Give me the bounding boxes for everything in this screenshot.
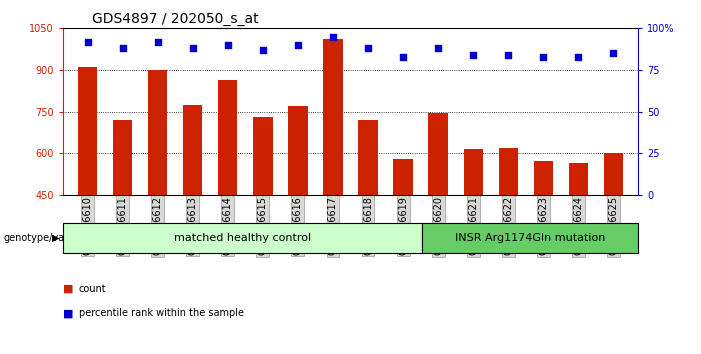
Text: GDS4897 / 202050_s_at: GDS4897 / 202050_s_at: [92, 12, 259, 26]
Bar: [113, 120, 132, 319]
Point: [327, 34, 339, 40]
Text: percentile rank within the sample: percentile rank within the sample: [79, 308, 243, 318]
Point: [397, 54, 409, 59]
Bar: [78, 67, 97, 319]
Point: [608, 51, 619, 56]
Point: [433, 45, 444, 51]
Point: [362, 45, 374, 51]
Point: [503, 52, 514, 58]
Point: [468, 52, 479, 58]
Bar: [358, 120, 378, 319]
Point: [82, 39, 93, 45]
Bar: [498, 148, 518, 319]
Point: [292, 42, 304, 48]
Bar: [569, 163, 588, 319]
Text: count: count: [79, 284, 106, 293]
Bar: [148, 70, 168, 319]
Bar: [218, 80, 238, 319]
Bar: [428, 113, 448, 319]
Text: matched healthy control: matched healthy control: [174, 233, 311, 243]
Bar: [604, 153, 623, 319]
Bar: [533, 161, 553, 319]
Point: [117, 45, 128, 51]
Bar: [253, 117, 273, 319]
Text: genotype/variation: genotype/variation: [4, 233, 96, 243]
Bar: [323, 39, 343, 319]
Text: ■: ■: [63, 308, 74, 318]
Text: ■: ■: [63, 284, 74, 293]
Text: INSR Arg1174Gln mutation: INSR Arg1174Gln mutation: [455, 233, 606, 243]
Bar: [463, 149, 483, 319]
Point: [152, 39, 163, 45]
Point: [257, 47, 268, 53]
Point: [187, 45, 198, 51]
Text: ▶: ▶: [52, 233, 60, 243]
Bar: [288, 106, 308, 319]
Point: [222, 42, 233, 48]
Point: [573, 54, 584, 59]
Bar: [183, 104, 203, 319]
Point: [538, 54, 549, 59]
Bar: [393, 159, 413, 319]
